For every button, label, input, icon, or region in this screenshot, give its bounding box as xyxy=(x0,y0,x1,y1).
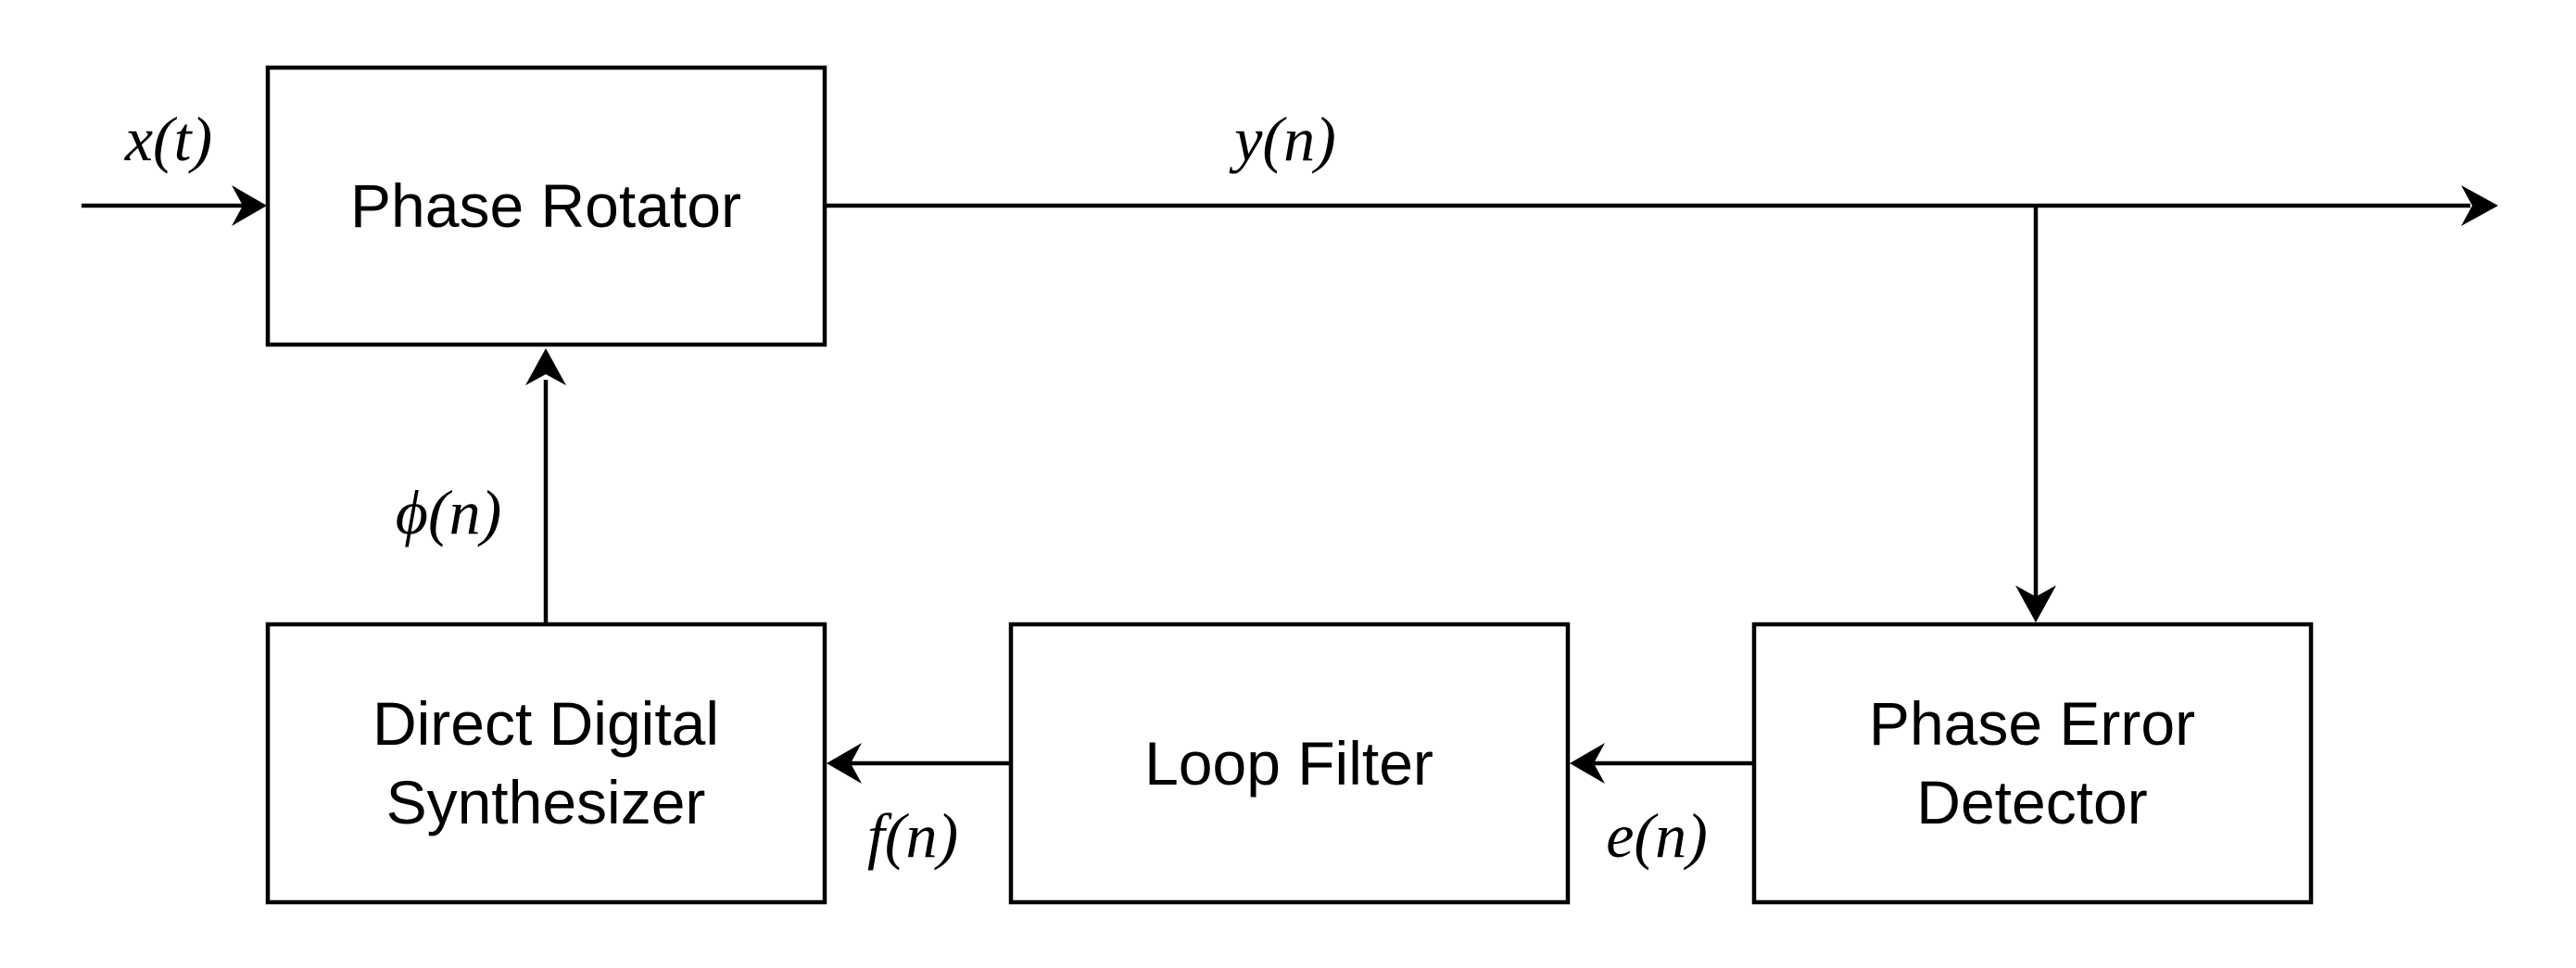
dds-label-line2: Synthesizer xyxy=(386,768,706,836)
input-arrowhead xyxy=(232,185,267,226)
loop-filter-label: Loop Filter xyxy=(1144,729,1433,798)
feedback-branch-arrowhead xyxy=(2015,585,2056,622)
phase-signal-label: ϕ(n) xyxy=(396,477,501,547)
dds-label-line1: Direct Digital xyxy=(373,689,719,758)
phase-rotator-label: Phase Rotator xyxy=(350,171,741,240)
frequency-signal-label: f(n) xyxy=(867,800,958,871)
error-signal-label: e(n) xyxy=(1606,800,1707,871)
phase-error-detector-block: Phase Error Detector xyxy=(1751,622,2314,905)
input-signal-label: x(t) xyxy=(124,104,212,174)
output-signal-label: y(n) xyxy=(1229,104,1335,174)
error-signal-arrowhead xyxy=(1570,743,1605,784)
ped-label-line1: Phase Error xyxy=(1869,689,2195,758)
phase-rotator-block: Phase Rotator xyxy=(265,65,827,347)
loop-filter-block: Loop Filter xyxy=(1008,622,1571,905)
frequency-signal-arrowhead xyxy=(827,743,862,784)
direct-digital-synthesizer-block: Direct Digital Synthesizer xyxy=(265,622,827,905)
ped-label-line2: Detector xyxy=(1916,768,2147,836)
phase-signal-arrowhead xyxy=(525,348,566,385)
output-arrowhead xyxy=(2461,185,2498,226)
